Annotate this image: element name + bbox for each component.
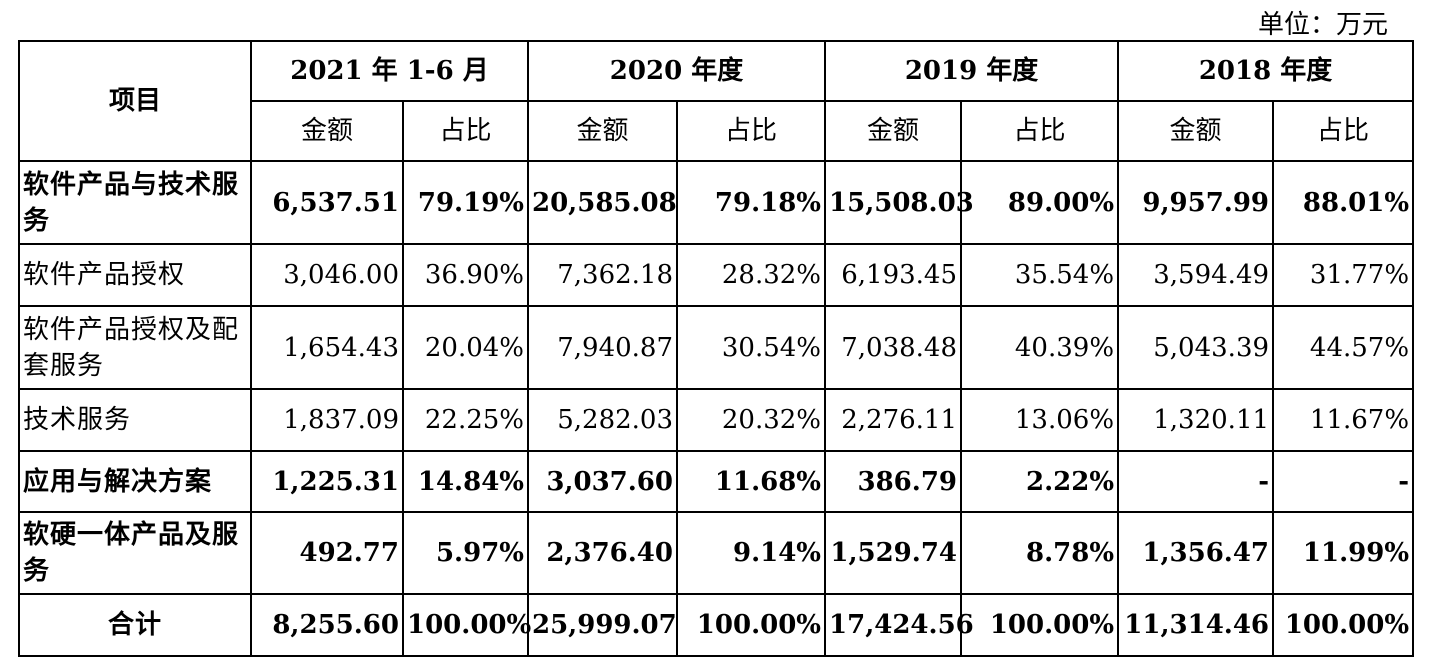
cell: 14.84% [402, 450, 529, 513]
cell: - [1272, 450, 1415, 513]
subheader-row: 金额 占比 金额 占比 金额 占比 金额 占比 [19, 100, 1415, 162]
cell: 9,957.99 [1117, 160, 1275, 245]
cell: 79.18% [675, 160, 827, 245]
cell: 40.39% [960, 305, 1120, 390]
subheader: 金额 [1117, 100, 1275, 162]
cell: 2,276.11 [824, 388, 963, 452]
cell: 2.22% [960, 450, 1120, 513]
cell: 5,282.03 [527, 388, 678, 452]
cell: 36.90% [402, 243, 529, 307]
row-label: 软件产品授权及配套服务 [18, 305, 252, 390]
cell: 89.00% [960, 160, 1120, 245]
subheader: 金额 [250, 100, 404, 162]
cell: 9.14% [675, 511, 827, 595]
header-item: 项目 [18, 40, 252, 162]
header-period: 2019 年度 [824, 40, 1120, 102]
cell: 11.68% [675, 450, 827, 513]
cell: 1,356.47 [1117, 511, 1275, 595]
cell: 2,376.40 [527, 511, 678, 595]
cell: 3,037.60 [527, 450, 678, 513]
subheader: 金额 [824, 100, 963, 162]
row-label: 应用与解决方案 [18, 450, 252, 513]
cell: 1,225.31 [250, 450, 404, 513]
cell: 386.79 [824, 450, 963, 513]
cell: 7,038.48 [824, 305, 963, 390]
cell: 5.97% [402, 511, 529, 595]
cell: 13.06% [960, 388, 1120, 452]
cell: 17,424.56 [824, 593, 974, 657]
row-label: 合计 [18, 593, 252, 657]
cell: 88.01% [1272, 160, 1415, 245]
cell: 1,320.11 [1117, 388, 1275, 452]
table-row: 技术服务 1,837.09 22.25% 5,282.03 20.32% 2,276.11… [18, 388, 1415, 452]
cell: 30.54% [675, 305, 827, 390]
table-row: 软硬一体产品及服务 492.77 5.97% 2,376.40 9.14% 1,529.7… [18, 511, 1415, 595]
cell: 20,585.08 [527, 160, 678, 245]
subheader: 占比 [1272, 100, 1415, 162]
cell: 6,193.45 [824, 243, 963, 307]
cell: 22.25% [402, 388, 529, 452]
row-label: 软件产品与技术服务 [18, 160, 252, 245]
cell: 1,837.09 [250, 388, 404, 452]
table-header: 项目 2021 年 1-6 月 2020 年度 2019 年度 2018 年度 金额 占比金… [18, 40, 1415, 162]
cell: 100.00% [1272, 593, 1415, 657]
cell: 3,594.49 [1117, 243, 1275, 307]
cell: 100.00% [960, 593, 1120, 657]
cell: 11,314.46 [1117, 593, 1275, 657]
table-body: 软件产品与技术服务 6,537.51 79.19% 20,585.08 79.18% 15… [18, 160, 1415, 657]
cell: 44.57% [1272, 305, 1415, 390]
cell: 492.77 [250, 511, 404, 595]
table-row: 合计 8,255.60 100.00% 25,999.07 100.00% 17,424.… [18, 593, 1415, 657]
table-row: 软件产品与技术服务 6,537.51 79.19% 20,585.08 79.18% 15… [18, 160, 1415, 245]
cell: 20.04% [402, 305, 529, 390]
cell: - [1117, 450, 1275, 513]
cell: 31.77% [1272, 243, 1415, 307]
cell: 6,537.51 [250, 160, 404, 245]
header-period: 2018 年度 [1117, 40, 1415, 102]
cell: 20.32% [675, 388, 827, 452]
subheader: 金额 [527, 100, 678, 162]
cell: 11.67% [1272, 388, 1415, 452]
subheader: 占比 [402, 100, 529, 162]
unit-label: 单位：万元 [1257, 10, 1388, 40]
table-row: 应用与解决方案 1,225.31 14.84% 3,037.60 11.68% 386.7… [18, 450, 1415, 513]
header-period: 2021 年 1-6 月 [250, 40, 529, 102]
cell: 100.00% [675, 593, 827, 657]
row-label: 软硬一体产品及服务 [18, 511, 252, 595]
cell: 3,046.00 [250, 243, 404, 307]
cell: 28.32% [675, 243, 827, 307]
table-row: 软件产品授权 3,046.00 36.90% 7,362.18 28.32% 6,193.… [18, 243, 1415, 307]
revenue-table: 项目 2021 年 1-6 月 2020 年度 2019 年度 2018 年度 金额 占比金… [18, 40, 1415, 657]
cell: 15,508.03 [824, 160, 974, 245]
cell: 5,043.39 [1117, 305, 1275, 390]
cell: 100.00% [402, 593, 531, 657]
subheader: 占比 [675, 100, 827, 162]
header-row: 项目 2021 年 1-6 月 2020 年度 2019 年度 2018 年度 [18, 40, 1415, 162]
subheader: 占比 [960, 100, 1120, 162]
cell: 1,654.43 [250, 305, 404, 390]
table-row: 软件产品授权及配套服务 1,654.43 20.04% 7,940.87 30.54% 7… [18, 305, 1415, 390]
header-period: 2020 年度 [526, 40, 827, 102]
cell: 35.54% [960, 243, 1120, 307]
cell: 8.78% [960, 511, 1120, 595]
cell: 8,255.60 [250, 593, 404, 657]
cell: 7,362.18 [527, 243, 678, 307]
cell: 1,529.74 [824, 511, 963, 595]
cell: 7,940.87 [527, 305, 678, 390]
row-label: 技术服务 [18, 388, 252, 452]
cell: 11.99% [1272, 511, 1415, 595]
cell: 79.19% [402, 160, 529, 245]
cell: 25,999.07 [527, 593, 678, 657]
row-label: 软件产品授权 [18, 243, 252, 307]
